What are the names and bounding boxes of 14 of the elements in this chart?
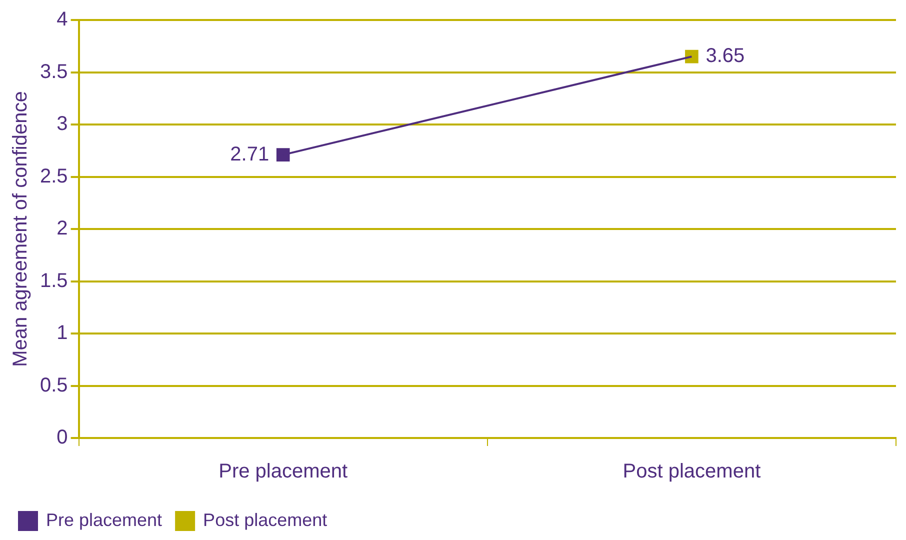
data-label: 2.71 xyxy=(230,143,270,166)
y-axis-title: Mean agreement of confidence xyxy=(10,91,32,367)
y-tick-label: 3 xyxy=(56,113,68,136)
y-tick-label: 2 xyxy=(56,218,68,240)
y-tick-label: 4 xyxy=(56,8,68,31)
y-tick-label: 1 xyxy=(56,322,68,344)
y-tick-label: 1.5 xyxy=(40,270,68,292)
legend-label: Pre placement xyxy=(46,510,162,530)
y-tick-label: 2.5 xyxy=(40,165,68,188)
y-tick-label: 0 xyxy=(56,426,68,449)
y-tick-label: 3.5 xyxy=(40,60,68,83)
data-label: 3.65 xyxy=(706,45,745,68)
y-tick-label: 0.5 xyxy=(40,374,68,396)
legend-label: Post placement xyxy=(203,510,328,530)
